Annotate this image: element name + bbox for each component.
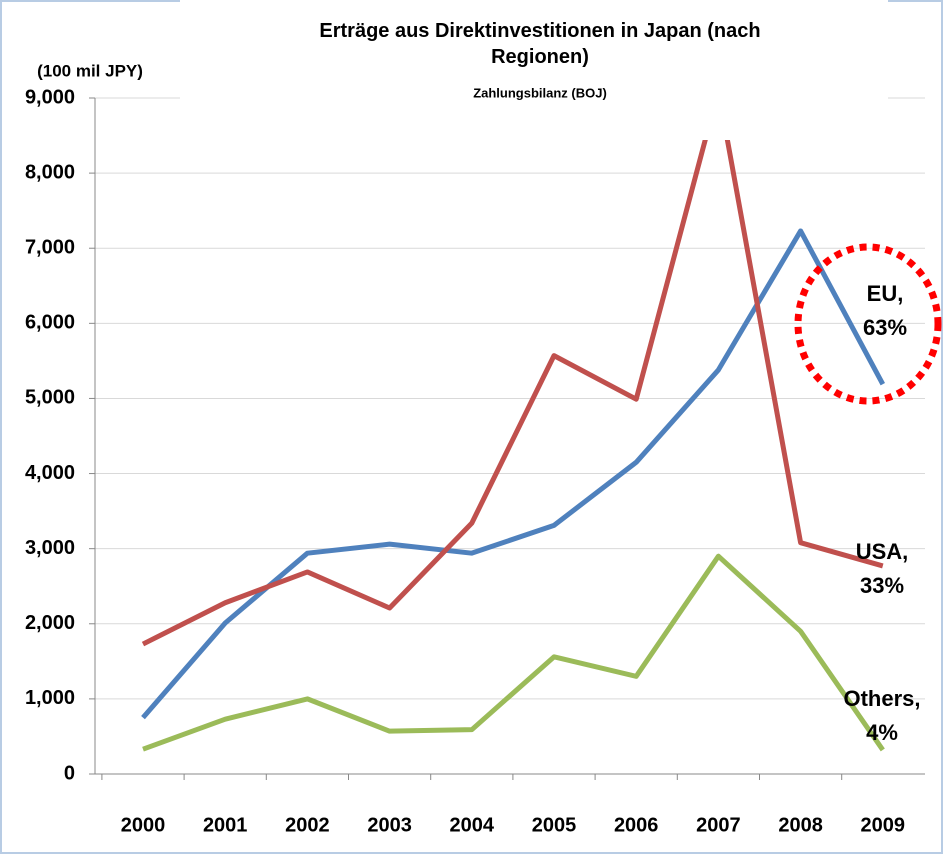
x-tick-label: 2008 [778,814,823,836]
x-tick-label: 2009 [861,814,906,836]
x-tick-label: 2001 [203,814,248,836]
title-box [180,0,888,140]
y-tick-label: 3,000 [25,537,75,559]
highlight-circle [794,243,942,405]
x-tick-label: 2006 [614,814,659,836]
annotation: 4% [866,720,898,745]
series-line [141,87,884,647]
annotation: 33% [860,573,904,598]
x-tick-label: 2007 [696,814,741,836]
y-tick-label: 0 [64,762,75,784]
chart-title: Erträge aus Direktinvestitionen in Japan… [319,20,760,68]
annotation: Others, [843,686,920,711]
x-tick-label: 2002 [285,814,330,836]
y-tick-label: 2,000 [25,612,75,634]
chart-subtitle: Zahlungsbilanz (BOJ) [473,85,607,100]
annotation: USA, [856,539,909,564]
y-tick-label: 8,000 [25,161,75,183]
x-tick-label: 2003 [367,814,412,836]
annotation: 63% [863,315,907,340]
x-tick-label: 2000 [121,814,166,836]
y-tick-label: 9,000 [25,86,75,108]
y-tick-label: 7,000 [25,237,75,259]
annotation: EU, [867,281,904,306]
x-tick-label: 2004 [450,814,495,836]
y-tick-label: 1,000 [25,687,75,709]
series-line [142,553,885,752]
y-tick-label: 6,000 [25,312,75,334]
y-tick-label: 4,000 [25,462,75,484]
y-axis-label: (100 mil JPY) [37,61,143,80]
x-tick-label: 2005 [532,814,577,836]
y-tick-label: 5,000 [25,387,75,409]
